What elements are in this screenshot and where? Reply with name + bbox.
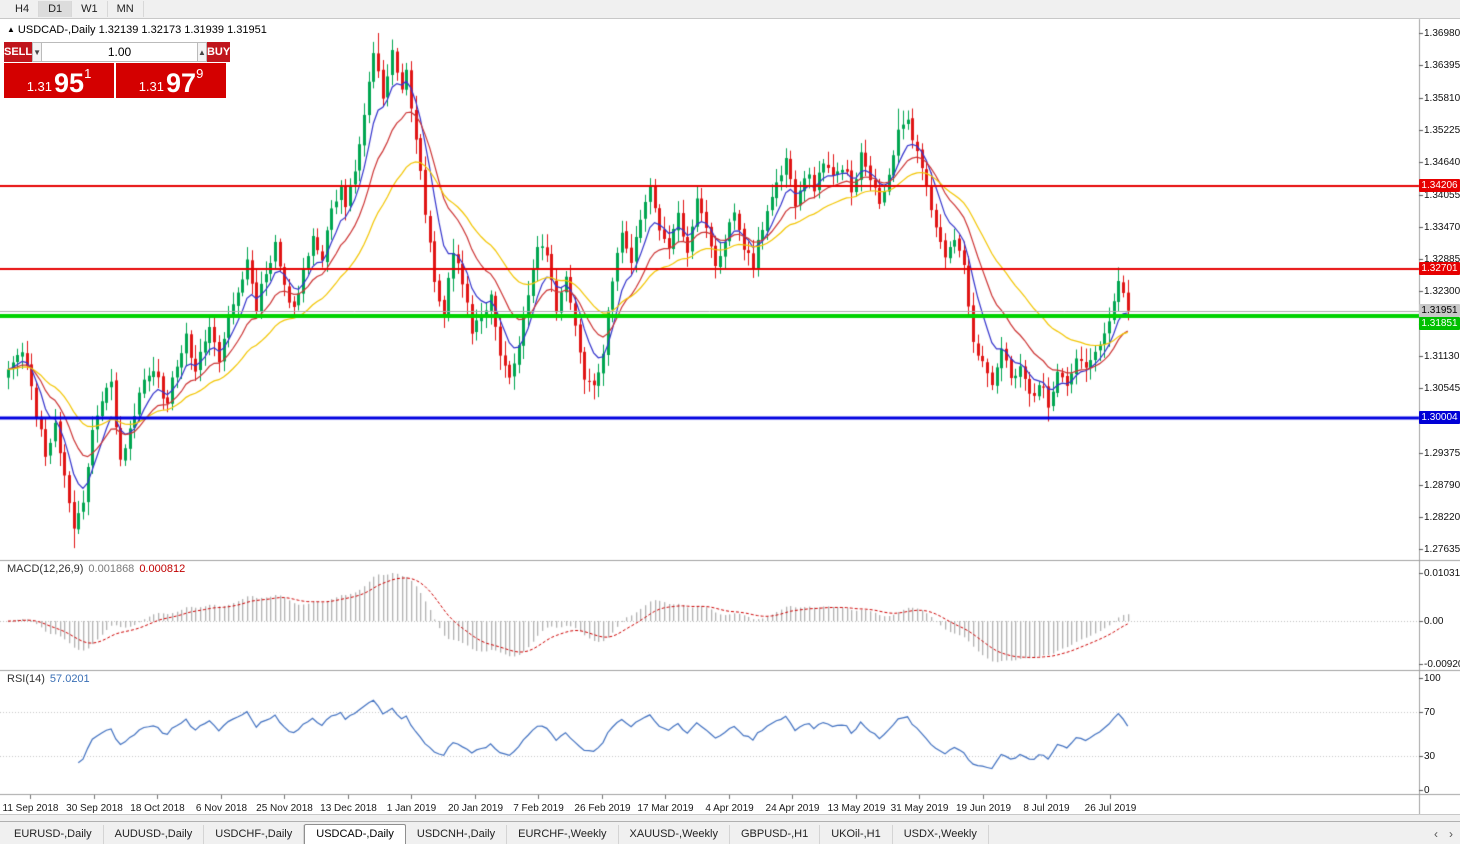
buy-button[interactable]: BUY [206,42,231,62]
chart-tab[interactable]: GBPUSD-,H1 [730,825,821,844]
chart-tab[interactable]: UKOil-,H1 [820,825,893,844]
bid-price-prefix: 1.31 [26,79,53,94]
chart-tab[interactable]: EURUSD-,Daily [3,825,104,844]
sell-price-button[interactable]: 1.31 95 1 [4,63,114,98]
chart-tab-bar: EURUSD-,Daily AUDUSD-,Daily USDCHF-,Daily U… [0,821,1460,844]
macd-main-value: 0.001868 [88,563,135,575]
horizontal-scrollbar[interactable] [0,814,1460,822]
macd-label: MACD(12,26,9) 0.001868 0.000812 [7,563,186,575]
ask-price-sup: 9 [196,66,204,81]
timeframe-d1-button[interactable]: D1 [39,1,73,17]
tab-scroll-controls: ‹ › [1430,827,1457,841]
volume-input[interactable] [42,42,198,62]
rsi-label: RSI(14) 57.0201 [7,673,90,685]
buy-price-button[interactable]: 1.31 97 9 [116,63,226,98]
rsi-value: 57.0201 [49,673,90,685]
macd-signal-value: 0.000812 [139,563,186,575]
sell-button[interactable]: SELL [4,42,33,62]
bid-price-sup: 1 [84,66,92,81]
tab-scroll-left-button[interactable]: ‹ [1434,827,1438,841]
ask-price-prefix: 1.31 [138,79,165,94]
bid-price-big: 95 [54,68,85,98]
timeframe-mn-button[interactable]: MN [108,1,144,17]
one-click-trading-panel: SELL ▼ ▲ BUY 1.31 95 1 1.31 97 9 [4,42,231,98]
timeframe-toolbar: H4 D1 W1 MN [0,0,1460,19]
timeframe-w1-button[interactable]: W1 [72,1,108,17]
chart-tab[interactable]: USDX-,Weekly [893,825,989,844]
volume-increase-button[interactable]: ▲ [197,42,207,62]
chart-tab[interactable]: USDCNH-,Daily [406,825,508,844]
ask-price-big: 97 [166,68,197,98]
chart-ohlc-values: 1.32139 1.32173 1.31939 1.31951 [98,24,267,36]
chart-tab[interactable]: AUDUSD-,Daily [104,825,205,844]
chart-tab[interactable]: XAUUSD-,Weekly [619,825,730,844]
collapse-triangle-icon[interactable]: ▲ [7,25,15,34]
chart-tab[interactable]: EURCHF-,Weekly [507,825,619,844]
volume-decrease-button[interactable]: ▼ [32,42,43,62]
chart-tab[interactable]: USDCHF-,Daily [204,825,305,844]
chart-tab[interactable]: USDCAD-,Daily [304,824,406,844]
tab-scroll-right-button[interactable]: › [1449,827,1453,841]
chart-title: ▲ USDCAD-,Daily 1.32139 1.32173 1.31939 1… [7,24,267,36]
chart-symbol-label: USDCAD-,Daily [17,24,96,36]
timeframe-h4-button[interactable]: H4 [6,1,40,17]
